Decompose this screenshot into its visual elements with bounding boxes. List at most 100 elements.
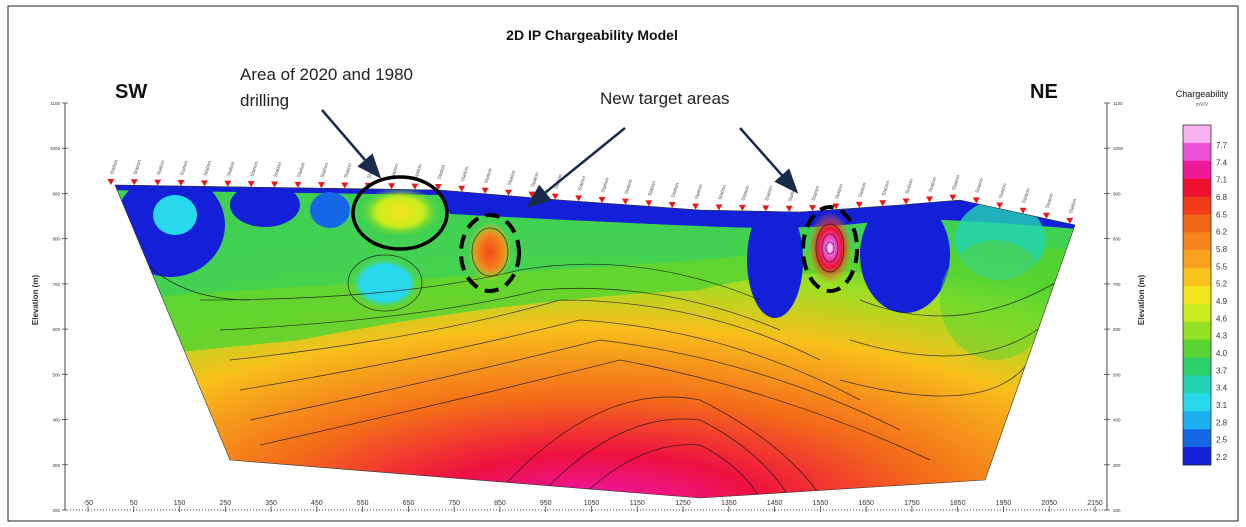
station-label: Station (787, 186, 798, 203)
sw-label: SW (115, 81, 147, 103)
colorbar-cell (1183, 393, 1211, 412)
station-marker (411, 183, 419, 190)
y-tick-label: 200 (52, 508, 60, 513)
colorbar-label: 6.8 (1216, 193, 1228, 202)
y-tick-label: 300 (52, 463, 60, 468)
colorbar-label: 4.9 (1216, 297, 1228, 306)
station-marker (621, 198, 629, 205)
colorbar-label: 5.2 (1216, 280, 1228, 289)
colorbar-label: 2.5 (1216, 436, 1228, 445)
colorbar-cell (1183, 286, 1211, 305)
colorbar-cell (1183, 375, 1211, 394)
x-tick-label: 1550 (813, 500, 829, 507)
x-tick-label: 1450 (767, 500, 783, 507)
x-tick-label: 1150 (630, 500, 645, 507)
x-tick-label: 1750 (904, 500, 920, 507)
station-label: Station (530, 171, 541, 188)
station-marker (785, 205, 793, 212)
x-tick-label: 950 (540, 500, 552, 507)
x-tick-label: 2150 (1087, 500, 1103, 507)
colorbar-cell (1183, 321, 1211, 341)
station-marker (200, 180, 208, 187)
colorbar-title: Chargeability (1176, 89, 1229, 99)
colorbar-label: 2.8 (1216, 418, 1228, 427)
y-tick-label: 600 (1113, 327, 1121, 332)
colorbar-cell (1183, 125, 1211, 144)
station-label: Station (951, 174, 962, 191)
x-tick-label: 450 (311, 500, 323, 507)
station-label: Station (1021, 187, 1032, 204)
station-marker (504, 189, 512, 196)
station-marker (154, 179, 162, 186)
colorbar-cell (1183, 214, 1211, 233)
colorbar-cell (1183, 250, 1211, 269)
colorbar-cell (1183, 232, 1211, 251)
station-label: Station (1045, 193, 1056, 210)
station-marker (949, 194, 957, 201)
station-marker (247, 181, 255, 188)
colorbar-label: 3.4 (1216, 384, 1228, 393)
x-tick-label: 50 (130, 500, 138, 507)
y-tick-label: 1000 (50, 146, 61, 151)
y-tick-label: 300 (1113, 463, 1121, 468)
station-label: Station (460, 166, 471, 183)
station-marker (996, 202, 1004, 209)
y-tick-label: 400 (52, 418, 60, 423)
station-label: Station (132, 159, 143, 176)
station-label: Station (624, 178, 635, 195)
right-elevation-axis: 1100 1000 900 800 700 600 500 400 300 200 Elevati… (1104, 101, 1146, 513)
station-label: Station (811, 185, 822, 202)
colorbar-cell (1183, 142, 1211, 162)
station-label: Station (764, 185, 775, 202)
station-marker (271, 181, 279, 188)
station-marker (434, 183, 442, 190)
x-tick-label: 1350 (721, 500, 737, 507)
station-marker (294, 181, 302, 188)
x-tick-label: 850 (494, 500, 506, 507)
y-tick-label: 800 (1113, 237, 1121, 242)
x-tick-label: 750 (448, 500, 460, 507)
x-tick-label: 350 (265, 500, 277, 507)
drilling-arrow (321, 109, 382, 179)
station-marker (832, 203, 840, 210)
station-label: Station (226, 160, 237, 177)
colorbar: Chargeability mV/V 7.7 7.4 7.1 6.8 6.5 6.2 5.8… (1176, 89, 1229, 466)
y-tick-label: 1100 (50, 101, 60, 106)
station-label: Station (717, 184, 728, 201)
station-marker (224, 180, 232, 187)
station-marker (1019, 207, 1027, 214)
colorbar-cell (1183, 429, 1211, 448)
colorbar-cell (1183, 268, 1211, 287)
colorbar-label: 6.2 (1216, 228, 1228, 237)
colorbar-label: 4.3 (1216, 332, 1228, 341)
target-area-2-outline (801, 205, 859, 293)
station-marker (972, 197, 980, 204)
x-tick-label: 1650 (858, 500, 874, 507)
station-label: Station (249, 161, 260, 178)
y-tick-label: 900 (52, 191, 60, 196)
station-label: Station (577, 175, 588, 192)
drilling-area-circle (351, 175, 449, 251)
x-tick-label: 1850 (950, 500, 966, 507)
station-marker (458, 185, 466, 192)
station-label: Station (343, 162, 354, 179)
colorbar-label: 6.5 (1216, 210, 1228, 219)
colorbar-cell (1183, 196, 1211, 215)
colorbar-label: 4.0 (1216, 349, 1228, 358)
target-arrow-left (526, 127, 626, 209)
colorbar-cell (1183, 447, 1211, 466)
station-marker (902, 198, 910, 205)
station-label: Station (928, 176, 939, 193)
station-marker (388, 183, 396, 190)
colorbar-label: 5.8 (1216, 245, 1228, 254)
station-label: Station (834, 183, 845, 200)
station-label: Station (1068, 198, 1079, 215)
station-label: Station (647, 180, 658, 197)
colorbar-unit: mV/V (1196, 102, 1209, 108)
x-tick-label: 1050 (584, 500, 600, 507)
station-marker (551, 193, 559, 200)
y-tick-label: 400 (1113, 418, 1121, 423)
station-label: Station (881, 180, 892, 197)
station-label: Station (413, 163, 424, 180)
